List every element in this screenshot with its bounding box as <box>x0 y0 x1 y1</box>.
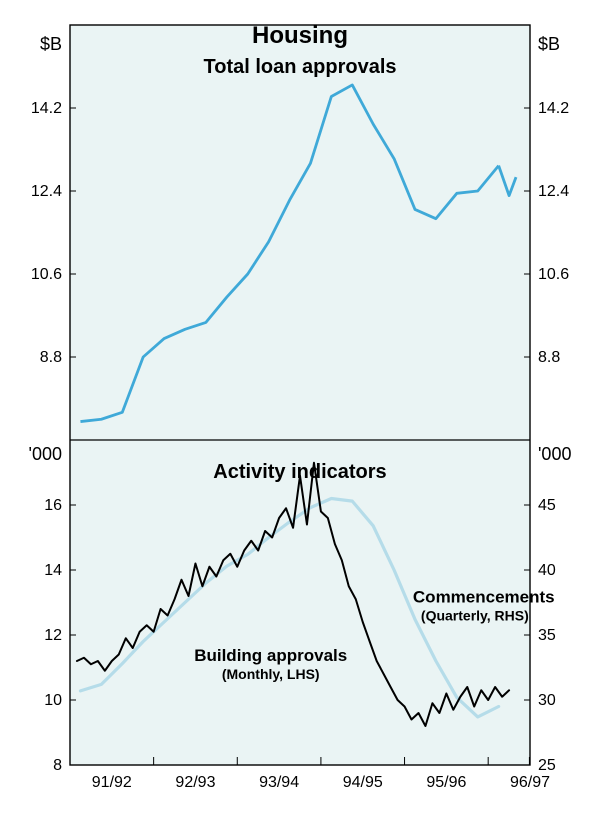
commencements-sublabel: (Quarterly, RHS) <box>421 608 529 624</box>
x-tick-label: 93/94 <box>259 774 299 791</box>
bottom-right-unit: '000 <box>538 444 571 464</box>
x-tick-label: 95/96 <box>426 774 466 791</box>
top-ytick-left: 12.4 <box>31 183 62 200</box>
housing-chart: 8.8 8.8 10.6 10.6 12.4 12.4 14.2 14.2 $B $B Housin… <box>0 0 600 817</box>
top-ytick-left: 10.6 <box>31 266 62 283</box>
x-tick-label: 94/95 <box>343 774 383 791</box>
x-tick-label: 92/93 <box>175 774 215 791</box>
approvals-sublabel: (Monthly, LHS) <box>222 666 320 682</box>
bottom-right-ytick: 30 <box>538 692 556 709</box>
bottom-left-ytick: 14 <box>44 562 62 579</box>
top-ytick-left: 14.2 <box>31 100 62 117</box>
top-ytick-left: 8.8 <box>40 349 62 366</box>
top-ytick-right: 12.4 <box>538 183 569 200</box>
bottom-right-ytick: 25 <box>538 757 556 774</box>
top-subtitle: Total loan approvals <box>204 56 397 78</box>
bottom-left-unit: '000 <box>29 444 62 464</box>
bottom-left-ytick: 16 <box>44 497 62 514</box>
bottom-right-ytick: 45 <box>538 497 556 514</box>
bottom-right-ytick: 40 <box>538 562 556 579</box>
x-tick-label: 91/92 <box>92 774 132 791</box>
approvals-label: Building approvals <box>194 646 347 665</box>
top-ytick-right: 14.2 <box>538 100 569 117</box>
top-right-unit: $B <box>538 34 560 54</box>
bottom-right-ytick: 35 <box>538 627 556 644</box>
bottom-left-ytick: 8 <box>53 757 62 774</box>
top-ytick-right: 8.8 <box>538 349 560 366</box>
bottom-subtitle: Activity indicators <box>213 461 386 483</box>
top-left-unit: $B <box>40 34 62 54</box>
top-ytick-right: 10.6 <box>538 266 569 283</box>
chart-title: Housing <box>252 22 348 49</box>
bottom-left-ytick: 10 <box>44 692 62 709</box>
bottom-left-ytick: 12 <box>44 627 62 644</box>
x-tick-label: 96/97 <box>510 774 550 791</box>
chart-svg: 8.8 8.8 10.6 10.6 12.4 12.4 14.2 14.2 $B $B Housin… <box>0 0 600 817</box>
commencements-label: Commencements <box>413 588 555 607</box>
